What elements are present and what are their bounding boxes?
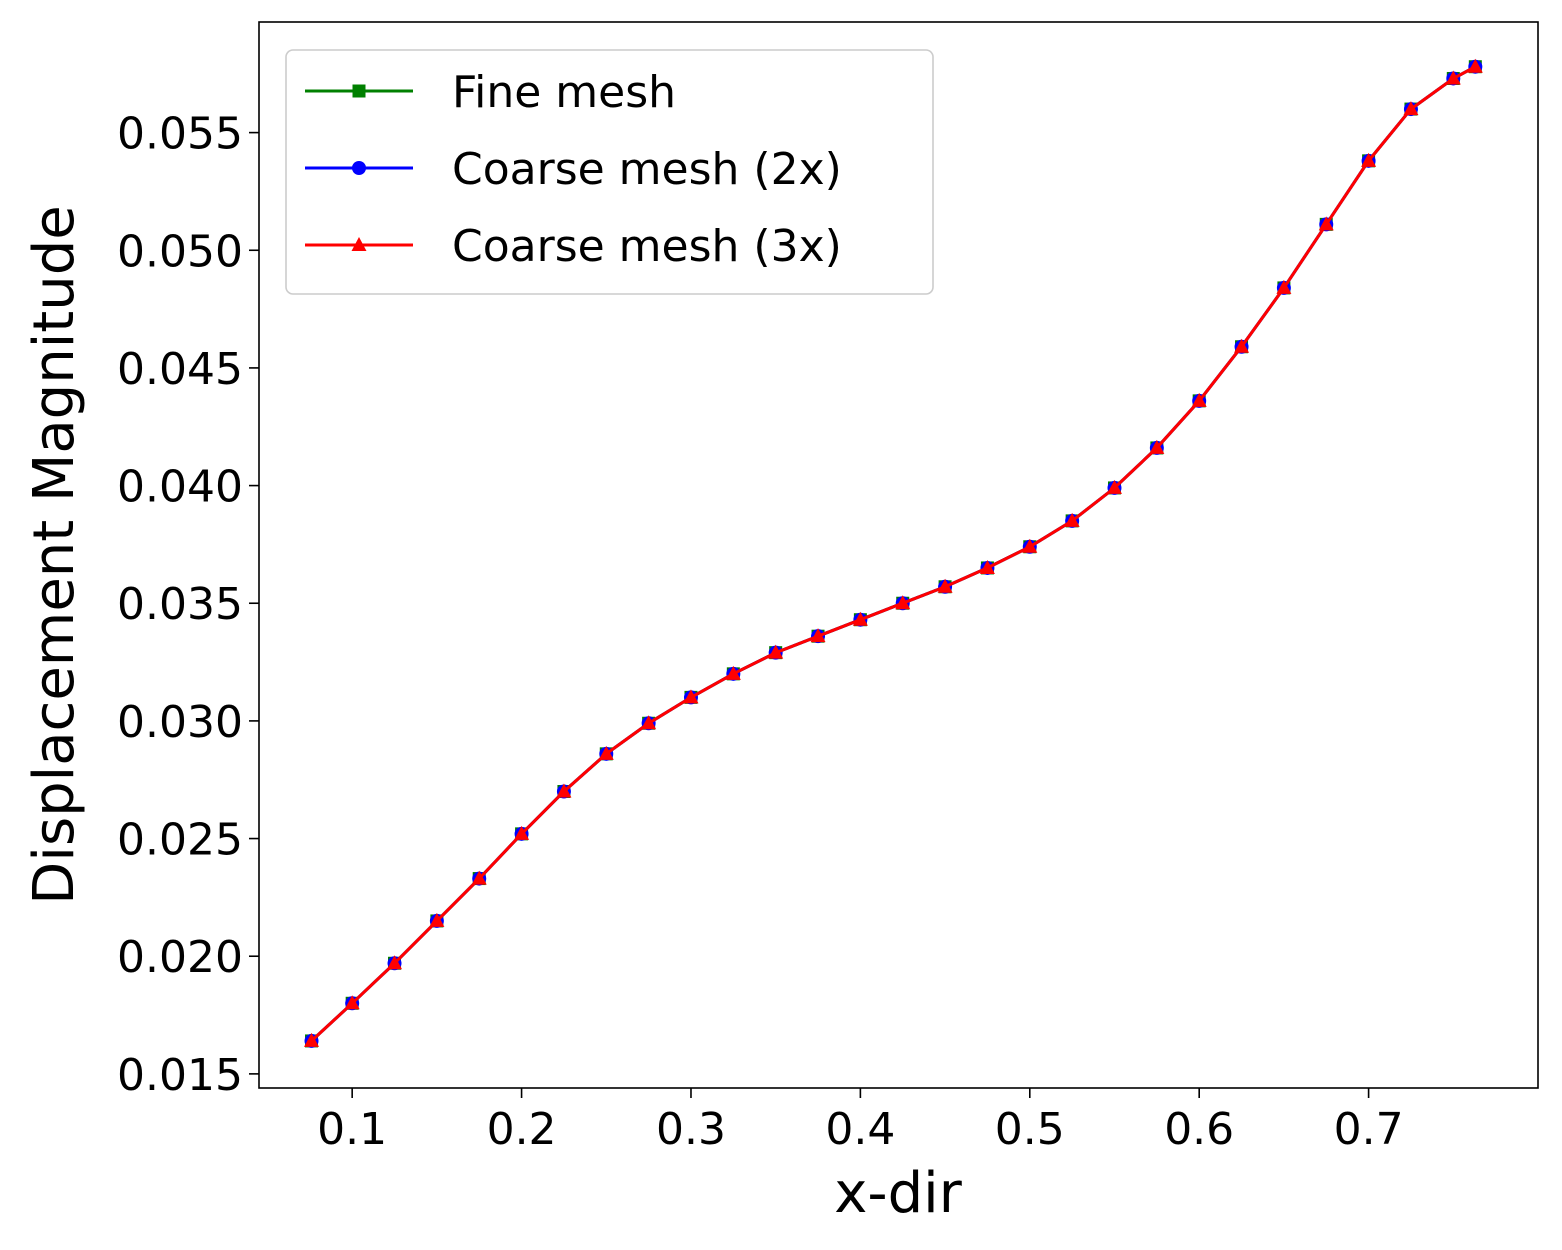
data-point bbox=[937, 578, 953, 593]
data-point bbox=[725, 665, 741, 680]
y-tick-label: 0.045 bbox=[117, 344, 243, 395]
data-point bbox=[683, 689, 699, 704]
y-tick-label: 0.015 bbox=[117, 1050, 243, 1101]
x-tick-label: 0.2 bbox=[487, 1104, 557, 1155]
data-point bbox=[1276, 279, 1292, 294]
data-point bbox=[598, 745, 614, 760]
legend-label: Coarse mesh (2x) bbox=[452, 144, 842, 195]
legend-label: Coarse mesh (3x) bbox=[452, 221, 842, 272]
legend-item: Fine mesh bbox=[305, 67, 676, 118]
legend-frame bbox=[285, 49, 934, 295]
y-tick-label: 0.040 bbox=[117, 462, 243, 513]
x-tick-label: 0.5 bbox=[995, 1104, 1065, 1155]
data-point bbox=[1149, 439, 1165, 454]
series-3 bbox=[304, 58, 1483, 1047]
x-tick-label: 0.3 bbox=[656, 1104, 726, 1155]
data-point bbox=[514, 825, 530, 840]
legend-item: Coarse mesh (3x) bbox=[305, 221, 842, 272]
legend-label: Fine mesh bbox=[452, 67, 676, 118]
data-point bbox=[895, 595, 911, 610]
x-tick-label: 0.4 bbox=[825, 1104, 895, 1155]
legend-item: Coarse mesh (2x) bbox=[305, 144, 842, 195]
legend: Fine mesh Coarse mesh (2x) Coarse mesh (3x… bbox=[285, 49, 934, 295]
data-point bbox=[1403, 101, 1419, 116]
data-point bbox=[768, 644, 784, 659]
data-point bbox=[1191, 392, 1207, 407]
y-tick-label: 0.035 bbox=[117, 579, 243, 630]
data-point bbox=[641, 715, 657, 730]
legend-swatch-marker bbox=[352, 84, 366, 98]
data-point bbox=[1445, 70, 1461, 85]
data-point bbox=[1234, 338, 1250, 353]
plot-area-frame bbox=[258, 21, 1539, 1089]
data-point bbox=[304, 1032, 320, 1047]
y-tick-label: 0.020 bbox=[117, 932, 243, 983]
y-axis: 0.015 0.020 0.025 0.030 0.035 0.040 0.045 0.050… bbox=[117, 109, 259, 1101]
y-tick-label: 0.050 bbox=[117, 226, 243, 277]
series-layer bbox=[304, 58, 1483, 1048]
data-point bbox=[1106, 479, 1122, 494]
data-point bbox=[810, 628, 826, 643]
legend-swatch-marker bbox=[351, 237, 367, 251]
y-tick-label: 0.025 bbox=[117, 815, 243, 866]
x-axis: 0.1 0.2 0.3 0.4 0.5 0.6 0.7 bbox=[317, 1088, 1404, 1155]
data-point bbox=[1318, 216, 1334, 231]
data-point bbox=[979, 559, 995, 574]
y-axis-title: Displacement Magnitude bbox=[22, 205, 87, 904]
data-point bbox=[1064, 512, 1080, 527]
data-point bbox=[1022, 538, 1038, 553]
data-point bbox=[429, 912, 445, 927]
x-tick-label: 0.1 bbox=[317, 1104, 387, 1155]
y-tick-label: 0.030 bbox=[117, 697, 243, 748]
x-tick-label: 0.7 bbox=[1334, 1104, 1404, 1155]
data-point bbox=[344, 995, 360, 1010]
data-point bbox=[471, 870, 487, 885]
legend-swatch-marker bbox=[352, 161, 366, 175]
x-tick-label: 0.6 bbox=[1164, 1104, 1234, 1155]
x-axis-title: x-dir bbox=[834, 1161, 962, 1226]
data-point bbox=[852, 611, 868, 626]
y-tick-label: 0.055 bbox=[117, 109, 243, 160]
data-point bbox=[1361, 152, 1377, 167]
data-point bbox=[1467, 58, 1483, 73]
data-point bbox=[387, 955, 403, 970]
data-point bbox=[556, 783, 572, 798]
